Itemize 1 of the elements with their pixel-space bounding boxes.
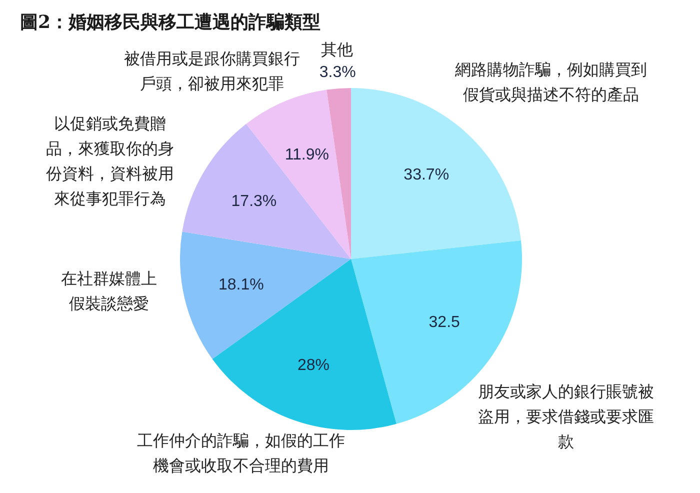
title: 圖2：婚姻移民與移工遭遇的詐騙類型	[20, 12, 321, 33]
